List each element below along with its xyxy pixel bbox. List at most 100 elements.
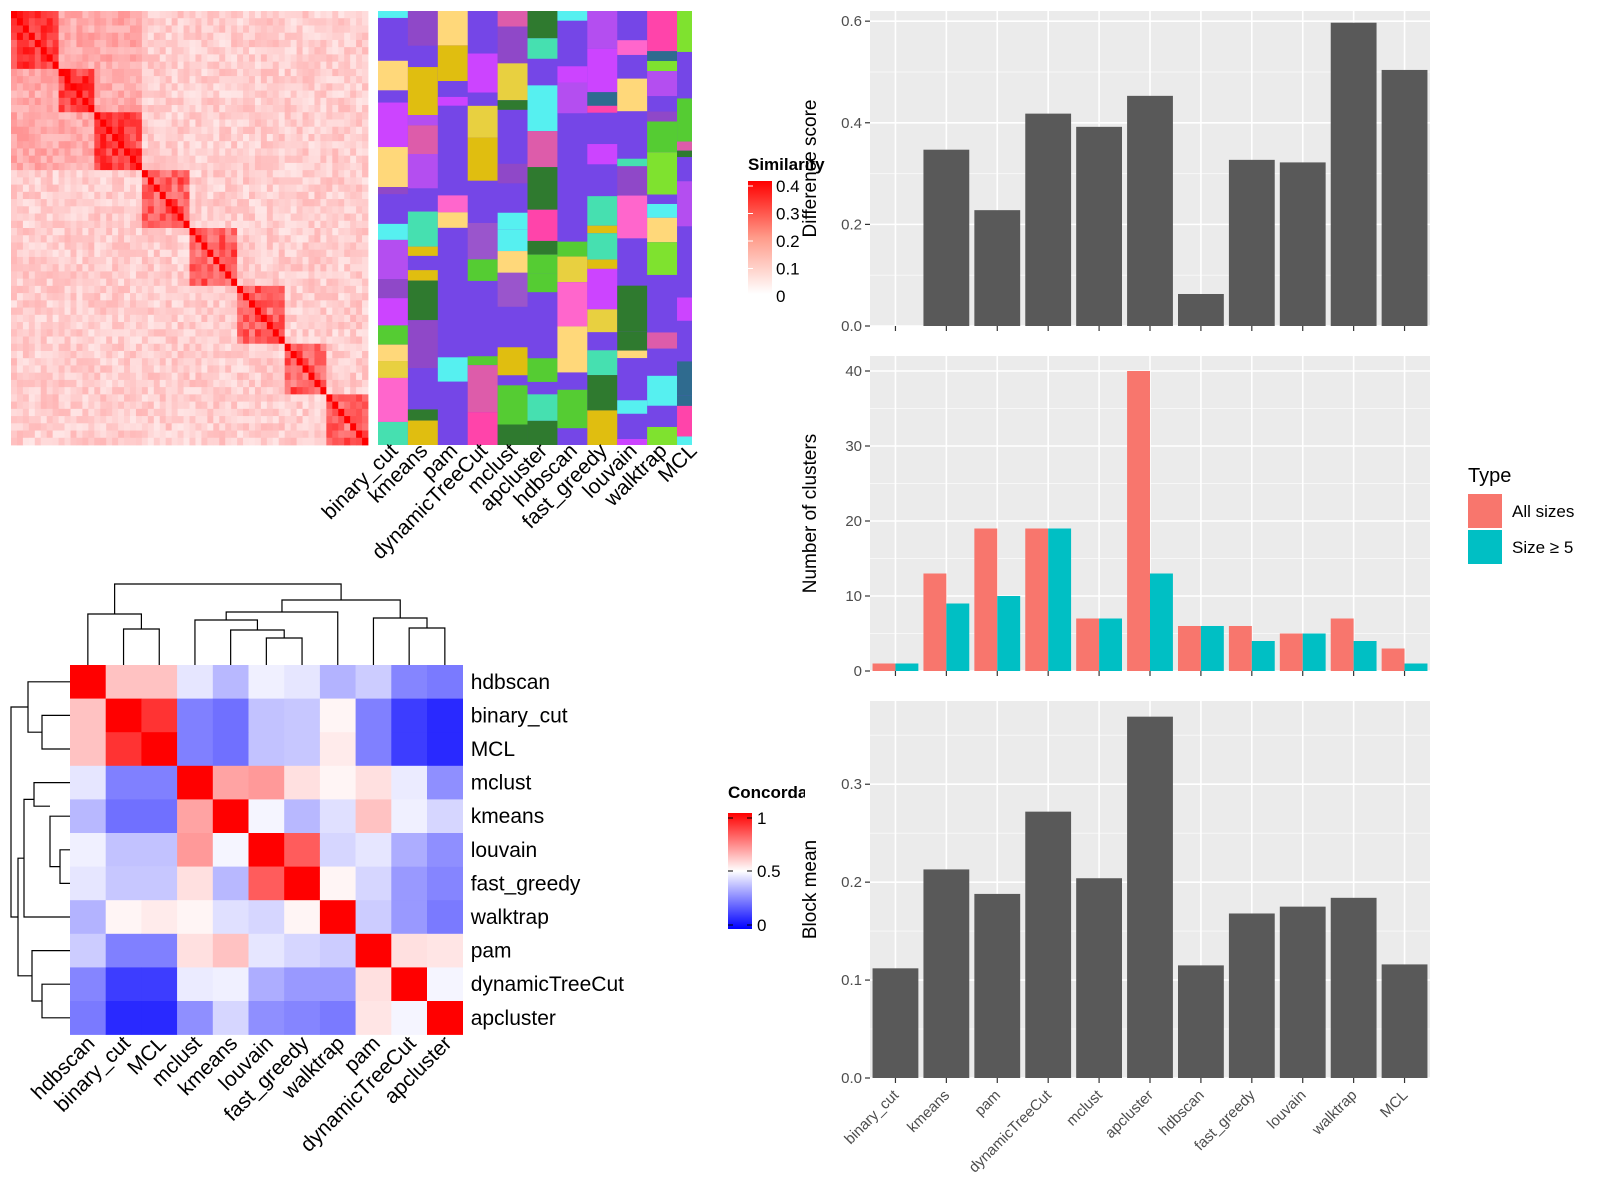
similarity-cell: [94, 97, 101, 106]
similarity-cell: [249, 61, 256, 70]
similarity-cell: [284, 105, 292, 113]
similarity-cell: [159, 430, 167, 439]
similarity-cell: [266, 416, 274, 424]
similarity-cell: [225, 18, 232, 26]
similarity-cell: [46, 264, 54, 272]
similarity-cell: [296, 408, 303, 417]
similarity-cell: [296, 162, 303, 171]
concordance-cell: [284, 833, 321, 867]
concordance-cell: [141, 665, 178, 699]
similarity-cell: [88, 18, 95, 26]
similarity-cell: [243, 271, 250, 280]
similarity-cell: [171, 184, 178, 193]
concordance-cell: [427, 665, 463, 699]
similarity-cell: [106, 191, 113, 200]
similarity-cell: [254, 437, 262, 446]
similarity-cell: [46, 76, 54, 84]
similarity-cell: [124, 300, 131, 308]
similarity-cell: [207, 350, 214, 359]
similarity-cell: [254, 235, 262, 243]
similarity-cell: [165, 220, 173, 229]
similarity-cell: [40, 365, 48, 374]
similarity-cell: [46, 336, 54, 345]
similarity-cell: [147, 387, 155, 395]
similarity-cell: [70, 184, 77, 193]
similarity-cell: [153, 184, 161, 193]
similarity-cell: [254, 148, 262, 157]
similarity-cell: [106, 97, 113, 106]
similarity-cell: [52, 133, 59, 142]
similarity-cell: [254, 242, 262, 251]
similarity-cell: [58, 184, 65, 193]
similarity-legend-tick-label: 0.3: [776, 205, 800, 224]
similarity-cell: [124, 307, 131, 316]
similarity-cell: [225, 228, 232, 236]
similarity-cell: [153, 379, 161, 388]
similarity-cell: [94, 416, 101, 424]
similarity-cell: [141, 213, 149, 222]
similarity-cell: [338, 25, 345, 34]
similarity-cell: [344, 336, 351, 345]
similarity-cell: [356, 68, 363, 77]
similarity-cell: [237, 18, 244, 26]
similarity-cell: [326, 343, 333, 352]
similarity-cell: [356, 408, 363, 417]
similarity-cell: [356, 112, 363, 120]
similarity-cell: [64, 32, 71, 41]
similarity-cell: [362, 220, 369, 229]
concordance-cell: [284, 698, 321, 733]
similarity-cell: [88, 300, 95, 308]
similarity-cell: [46, 126, 54, 135]
similarity-cell: [70, 235, 77, 243]
similarity-cell: [237, 437, 244, 446]
similarity-cell: [290, 184, 297, 193]
similarity-cell: [219, 199, 226, 207]
similarity-cell: [171, 350, 178, 359]
similarity-cell: [290, 32, 297, 41]
similarity-cell: [34, 126, 42, 135]
similarity-cell: [356, 437, 363, 446]
similarity-cell: [11, 199, 18, 207]
similarity-cell: [135, 25, 143, 34]
similarity-cell: [34, 350, 42, 359]
similarity-cell: [165, 177, 173, 185]
similarity-cell: [350, 155, 357, 164]
concordance-cell: [141, 833, 178, 867]
similarity-cell: [88, 242, 95, 251]
similarity-cell: [219, 387, 226, 395]
similarity-cell: [195, 365, 202, 374]
similarity-cell: [356, 32, 363, 41]
similarity-cell: [225, 307, 232, 316]
similarity-cell: [201, 83, 208, 91]
similarity-cell: [177, 220, 184, 229]
similarity-cell: [135, 235, 143, 243]
similarity-cell: [76, 162, 83, 171]
similarity-cell: [219, 191, 226, 200]
similarity-cell: [213, 184, 220, 193]
similarity-cell: [46, 343, 54, 352]
similarity-cell: [88, 191, 95, 200]
similarity-cell: [82, 32, 89, 41]
similarity-cell: [165, 365, 173, 374]
similarity-cell: [326, 437, 333, 446]
similarity-cell: [88, 379, 95, 388]
similarity-cell: [135, 18, 143, 26]
similarity-cell: [141, 394, 149, 402]
similarity-cell: [338, 61, 345, 70]
similarity-cell: [70, 365, 77, 374]
similarity-cell: [70, 170, 77, 178]
similarity-cell: [70, 394, 77, 402]
similarity-cell: [82, 228, 89, 236]
similarity-cell: [272, 76, 280, 84]
similarity-cell: [124, 97, 131, 106]
similarity-cell: [225, 184, 232, 193]
similarity-cell: [70, 307, 77, 316]
similarity-cell: [171, 249, 178, 258]
similarity-cell: [124, 358, 131, 366]
similarity-cell: [260, 54, 268, 63]
similarity-cell: [296, 148, 303, 157]
similarity-cell: [284, 206, 292, 214]
similarity-cell: [82, 18, 89, 26]
similarity-cell: [201, 18, 208, 26]
similarity-cell: [40, 379, 48, 388]
